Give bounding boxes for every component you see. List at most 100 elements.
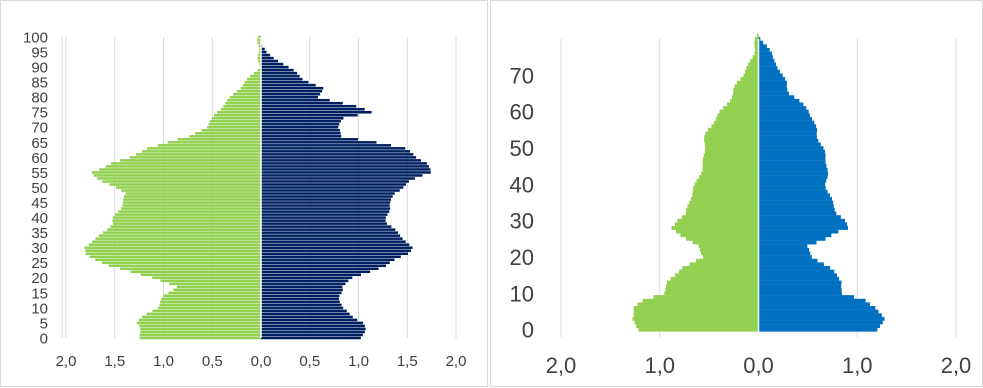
bar-left-age-100 xyxy=(258,35,261,39)
y-tick-label: 80 xyxy=(31,90,48,107)
y-tick-label: 30 xyxy=(31,240,48,257)
y-tick-label: 25 xyxy=(31,255,48,272)
bar-right-age-71 xyxy=(758,69,780,74)
bar-left-age-81 xyxy=(757,33,759,38)
bar-right-age-75 xyxy=(261,110,372,114)
y-tick-label: 70 xyxy=(31,120,48,137)
bar-left-age-53 xyxy=(704,135,759,140)
bar-left-age-14 xyxy=(163,294,261,298)
bar-left-age-92 xyxy=(258,59,261,63)
bar-left-age-58 xyxy=(715,117,759,121)
bar-left-age-73 xyxy=(211,116,261,120)
bar-left-age-55 xyxy=(707,127,759,132)
bar-right-age-88 xyxy=(261,71,298,75)
bar-right-age-59 xyxy=(261,159,421,162)
bar-left-age-33 xyxy=(686,207,759,212)
bar-left-age-87 xyxy=(250,74,261,78)
bar-left-age-12 xyxy=(160,300,261,304)
bar-right-age-67 xyxy=(261,135,342,138)
bar-left-age-50 xyxy=(705,146,759,150)
bar-right-age-57 xyxy=(261,165,429,168)
bar-left-age-43 xyxy=(121,207,261,210)
bar-left-age-51 xyxy=(704,142,759,147)
bar-left-age-44 xyxy=(702,167,759,172)
bar-left-age-78 xyxy=(225,101,261,105)
bar-left-age-54 xyxy=(93,174,262,177)
bar-left-age-30 xyxy=(677,218,759,223)
bar-left-age-22 xyxy=(130,270,261,274)
bar-right-age-20 xyxy=(758,255,812,259)
bar-left-age-46 xyxy=(702,160,759,165)
bar-left-age-6 xyxy=(633,306,759,310)
bar-right-age-55 xyxy=(758,127,818,132)
bar-left-age-89 xyxy=(257,68,261,72)
bar-right-age-69 xyxy=(758,77,786,81)
bar-left-age-37 xyxy=(110,225,262,228)
y-tick-label: 100 xyxy=(23,29,48,46)
bar-right-age-60 xyxy=(758,109,809,114)
bar-left-age-35 xyxy=(102,231,262,234)
bar-left-age-55 xyxy=(91,171,262,174)
bar-right-age-70 xyxy=(758,73,783,78)
bar-left-age-63 xyxy=(730,98,759,103)
bar-right-age-81 xyxy=(261,92,321,96)
bar-left-age-54 xyxy=(705,131,759,136)
bar-left-age-7 xyxy=(141,315,261,319)
left-population-pyramid: 2,0 1,5 1,0 0,5 0,0 0,5 1,0 1,5 2,0 0510152025303… xyxy=(23,29,466,370)
bar-left-age-57 xyxy=(105,165,261,168)
bar-left-age-70 xyxy=(207,126,261,129)
bar-left-age-4 xyxy=(633,313,759,318)
bar-right-age-95 xyxy=(261,50,267,54)
bar-left-age-68 xyxy=(736,80,759,85)
bar-right-age-0 xyxy=(261,336,361,340)
bar-left-age-52 xyxy=(102,180,261,183)
bar-right-age-8 xyxy=(261,312,350,316)
bar-right-age-5 xyxy=(758,309,879,314)
bar-right-age-14 xyxy=(261,294,340,298)
bar-left-age-24 xyxy=(692,240,759,245)
bar-right-age-30 xyxy=(261,246,413,249)
y-tick-label: 75 xyxy=(31,105,48,122)
bar-left-age-15 xyxy=(168,291,261,295)
bar-left-age-12 xyxy=(666,284,759,289)
bar-left-age-49 xyxy=(121,189,261,192)
bar-right-age-90 xyxy=(261,65,289,69)
y-tick-label: 0 xyxy=(522,318,534,343)
bar-left-age-76 xyxy=(754,51,759,56)
y-tick-label: 50 xyxy=(31,180,48,197)
bar-left-age-59 xyxy=(120,159,262,162)
bar-right-age-29 xyxy=(261,249,412,252)
x-tick-label: 1,5 xyxy=(104,353,125,370)
bar-right-age-17 xyxy=(261,285,343,289)
bar-left-age-86 xyxy=(247,77,261,81)
y-tick-label: 90 xyxy=(31,60,48,77)
bar-left-age-74 xyxy=(750,58,759,63)
bar-left-age-39 xyxy=(112,219,261,222)
bar-left-age-71 xyxy=(745,69,759,74)
y-tick-label: 60 xyxy=(510,100,534,125)
bar-left-age-80 xyxy=(754,37,759,41)
bar-right-age-56 xyxy=(758,124,817,129)
bar-left-age-78 xyxy=(754,44,759,49)
bar-left-age-45 xyxy=(702,164,759,169)
bar-right-age-55 xyxy=(261,171,431,174)
bar-left-age-43 xyxy=(701,171,759,176)
bar-left-age-64 xyxy=(157,144,261,147)
bar-right-age-2 xyxy=(261,330,365,334)
bar-left-age-94 xyxy=(257,53,261,57)
bar-left-age-24 xyxy=(108,264,261,268)
bar-left-age-60 xyxy=(719,109,759,114)
bar-left-age-23 xyxy=(698,244,759,249)
bar-left-age-26 xyxy=(95,258,261,262)
bar-left-age-47 xyxy=(702,157,759,161)
bar-right-age-85 xyxy=(261,80,309,84)
bar-right-age-43 xyxy=(261,207,391,210)
bar-right-age-52 xyxy=(758,138,819,143)
bar-right-age-96 xyxy=(261,47,265,51)
y-tick-label: 20 xyxy=(31,270,48,287)
bar-left-age-56 xyxy=(99,168,261,171)
bar-left-age-96 xyxy=(259,47,261,51)
bar-right-age-15 xyxy=(261,291,342,295)
bar-right-age-66 xyxy=(261,138,359,141)
bar-right-age-6 xyxy=(261,318,358,322)
